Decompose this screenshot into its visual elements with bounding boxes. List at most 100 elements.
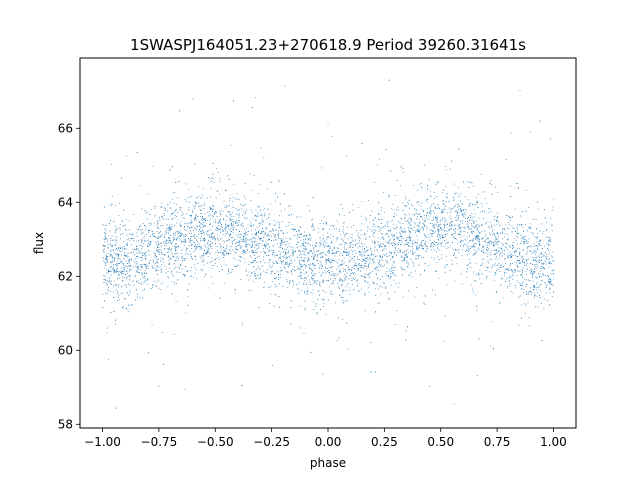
data-point (337, 248, 339, 250)
data-point (522, 259, 524, 260)
data-point (494, 224, 496, 226)
data-point (347, 268, 349, 270)
data-point (513, 227, 515, 229)
data-point (131, 258, 133, 260)
data-point (343, 252, 345, 254)
data-point (294, 259, 295, 261)
data-point (332, 225, 334, 227)
data-point (293, 250, 295, 252)
data-point (381, 287, 383, 289)
data-point (546, 292, 547, 294)
data-point (486, 250, 488, 252)
data-point (461, 283, 463, 285)
data-point (206, 219, 208, 221)
data-point (119, 270, 121, 272)
data-point (522, 260, 524, 261)
data-point (373, 282, 375, 284)
data-point (468, 263, 469, 265)
data-point (219, 211, 221, 213)
data-point (312, 275, 313, 277)
data-point (444, 220, 446, 222)
data-point (344, 235, 346, 237)
data-point (529, 226, 531, 228)
data-point (215, 197, 217, 199)
data-point (196, 218, 197, 220)
data-point (455, 210, 457, 212)
data-point (297, 256, 299, 258)
data-point (391, 266, 392, 268)
data-point (289, 280, 291, 282)
data-point (517, 224, 518, 226)
data-point (402, 223, 404, 224)
data-point (274, 200, 276, 202)
data-point (342, 299, 344, 301)
data-point (227, 225, 229, 226)
data-point (167, 218, 169, 220)
data-point (349, 246, 351, 248)
data-point (168, 264, 170, 265)
data-point (135, 289, 137, 291)
data-point (128, 260, 130, 262)
data-point (148, 231, 149, 233)
data-point (218, 172, 219, 173)
data-point (249, 173, 251, 175)
data-point (264, 245, 266, 247)
data-point (199, 206, 201, 207)
data-point (113, 256, 115, 258)
data-point (400, 244, 401, 246)
data-point (382, 233, 383, 235)
data-point (444, 315, 446, 317)
data-point (385, 248, 387, 250)
data-point (488, 242, 490, 244)
data-point (152, 261, 154, 263)
data-point (304, 231, 305, 233)
data-point (281, 221, 283, 222)
data-point (517, 229, 518, 231)
data-point (194, 234, 195, 235)
data-point (444, 218, 446, 220)
data-point (421, 226, 423, 228)
data-point (215, 252, 217, 254)
data-point (147, 193, 149, 195)
data-point (230, 144, 232, 146)
data-point (443, 224, 445, 225)
data-point (108, 269, 109, 271)
data-point (369, 259, 371, 261)
data-point (528, 207, 530, 208)
data-point (213, 259, 215, 261)
data-point (455, 219, 457, 221)
data-point (522, 258, 524, 260)
data-point (210, 180, 212, 182)
data-point (526, 246, 528, 248)
data-point (190, 275, 191, 277)
data-point (124, 298, 126, 300)
data-point (147, 246, 149, 247)
data-point (196, 235, 197, 237)
data-point (457, 242, 459, 244)
data-point (158, 244, 159, 246)
data-point (445, 234, 447, 235)
data-point (212, 238, 214, 240)
data-point (438, 231, 439, 233)
data-point (109, 230, 111, 232)
data-point (374, 240, 375, 242)
data-point (108, 287, 110, 288)
data-point (144, 272, 146, 274)
data-point (241, 240, 243, 242)
data-point (332, 235, 334, 237)
data-point (200, 230, 201, 232)
data-point (549, 278, 551, 280)
data-point (191, 240, 193, 241)
data-point (143, 235, 145, 237)
data-point (165, 268, 167, 270)
data-point (451, 224, 453, 225)
data-point (168, 248, 169, 250)
data-point (102, 224, 104, 226)
data-point (460, 211, 462, 213)
data-point (201, 227, 203, 229)
data-point (423, 224, 425, 225)
data-point (239, 242, 240, 244)
data-point (540, 244, 542, 246)
data-point (210, 217, 212, 219)
data-point (378, 226, 379, 228)
